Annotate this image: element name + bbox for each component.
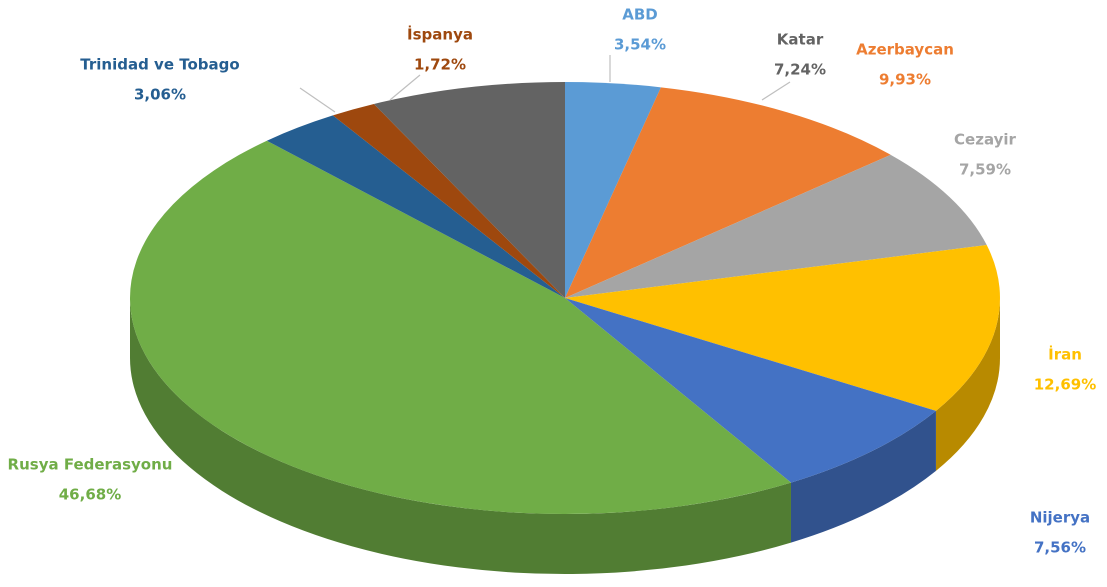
slice [565, 298, 936, 483]
slice-label: Nijerya [1030, 509, 1090, 527]
slice-label: İspanya [407, 25, 473, 44]
slice-value-label: 3,54% [614, 36, 666, 54]
slice-label: İran [1048, 345, 1082, 364]
leader-line [389, 74, 421, 101]
slice-value-label: 46,68% [59, 486, 121, 504]
slice-label: Cezayir [954, 131, 1016, 149]
slice-value-label: 3,06% [134, 86, 186, 104]
slice-label: Trinidad ve Tobago [80, 56, 239, 74]
leader-line [761, 81, 791, 101]
slice [332, 103, 565, 298]
slice-value-label: 7,24% [774, 61, 826, 79]
slice-label: ABD [622, 6, 658, 24]
slice-side [790, 410, 936, 543]
slice-side [935, 298, 1000, 471]
slice-value-label: 7,59% [959, 161, 1011, 179]
pie [130, 82, 1000, 574]
slice [266, 115, 565, 298]
slice [565, 245, 1000, 411]
slice-value-label: 7,56% [1034, 539, 1086, 557]
slice-value-label: 12,69% [1034, 376, 1096, 394]
slice [565, 87, 891, 298]
slice [565, 154, 987, 298]
slice [565, 82, 661, 298]
slice-label: Katar [777, 31, 824, 49]
slice-value-label: 1,72% [414, 56, 466, 74]
slice [130, 140, 791, 514]
slice-value-label: 9,93% [879, 71, 931, 89]
slice [373, 82, 565, 298]
slice-label: Rusya Federasyonu [8, 456, 173, 474]
leader-lines [299, 55, 791, 113]
slice-side [130, 298, 791, 574]
slice-label: Azerbaycan [856, 41, 954, 59]
leader-line [299, 87, 336, 113]
